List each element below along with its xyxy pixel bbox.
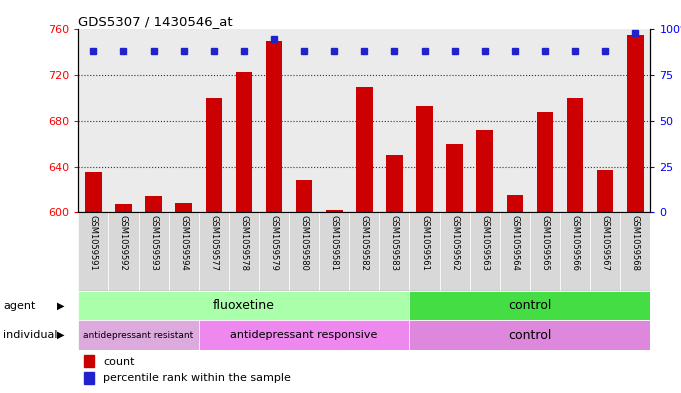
Bar bbox=[379, 212, 409, 291]
Text: GDS5307 / 1430546_at: GDS5307 / 1430546_at bbox=[78, 15, 233, 28]
Text: percentile rank within the sample: percentile rank within the sample bbox=[103, 373, 291, 383]
Text: control: control bbox=[508, 299, 552, 312]
Bar bbox=[440, 29, 470, 212]
Bar bbox=[169, 212, 199, 291]
Bar bbox=[470, 29, 500, 212]
Text: GSM1059561: GSM1059561 bbox=[420, 215, 429, 270]
Bar bbox=[627, 35, 644, 212]
Bar bbox=[326, 210, 343, 212]
Bar bbox=[229, 212, 259, 291]
Text: antidepressant resistant: antidepressant resistant bbox=[83, 331, 193, 340]
Text: ▶: ▶ bbox=[57, 330, 64, 340]
Text: GSM1059581: GSM1059581 bbox=[330, 215, 338, 270]
Bar bbox=[236, 72, 252, 212]
Bar bbox=[530, 212, 560, 291]
Bar bbox=[620, 29, 650, 212]
Bar bbox=[590, 29, 620, 212]
Text: count: count bbox=[103, 356, 134, 367]
Bar bbox=[145, 196, 162, 212]
Bar bbox=[259, 29, 289, 212]
Bar bbox=[409, 320, 650, 350]
Bar bbox=[319, 212, 349, 291]
Bar bbox=[108, 212, 138, 291]
Text: GSM1059583: GSM1059583 bbox=[390, 215, 399, 270]
Bar bbox=[349, 212, 379, 291]
Bar bbox=[409, 212, 440, 291]
Bar bbox=[597, 170, 614, 212]
Bar bbox=[85, 172, 101, 212]
Text: GSM1059567: GSM1059567 bbox=[601, 215, 609, 270]
Bar bbox=[259, 212, 289, 291]
Bar bbox=[567, 98, 584, 212]
Bar bbox=[176, 203, 192, 212]
Bar bbox=[560, 29, 590, 212]
Text: GSM1059566: GSM1059566 bbox=[571, 215, 580, 270]
Bar bbox=[199, 320, 409, 350]
Bar bbox=[289, 212, 319, 291]
Bar bbox=[78, 320, 199, 350]
Text: GSM1059592: GSM1059592 bbox=[119, 215, 128, 270]
Text: GSM1059568: GSM1059568 bbox=[631, 215, 640, 270]
Bar bbox=[477, 130, 493, 212]
Bar bbox=[409, 29, 440, 212]
Text: antidepressant responsive: antidepressant responsive bbox=[230, 330, 378, 340]
Bar bbox=[199, 212, 229, 291]
Bar bbox=[560, 212, 590, 291]
Bar bbox=[206, 98, 222, 212]
Bar bbox=[266, 41, 283, 212]
Bar bbox=[379, 29, 409, 212]
Text: GSM1059591: GSM1059591 bbox=[89, 215, 98, 270]
Text: agent: agent bbox=[3, 301, 36, 310]
Bar bbox=[530, 29, 560, 212]
Bar bbox=[115, 204, 131, 212]
Bar bbox=[440, 212, 470, 291]
Bar bbox=[507, 195, 523, 212]
Bar bbox=[319, 29, 349, 212]
Text: GSM1059580: GSM1059580 bbox=[300, 215, 308, 270]
Bar bbox=[356, 86, 373, 212]
Bar bbox=[500, 29, 530, 212]
Text: GSM1059594: GSM1059594 bbox=[179, 215, 188, 270]
Bar bbox=[169, 29, 199, 212]
Bar bbox=[84, 372, 95, 384]
Text: GSM1059577: GSM1059577 bbox=[209, 215, 219, 270]
Text: GSM1059593: GSM1059593 bbox=[149, 215, 158, 270]
Bar bbox=[289, 29, 319, 212]
Text: GSM1059564: GSM1059564 bbox=[510, 215, 520, 270]
Bar bbox=[138, 29, 169, 212]
Text: GSM1059565: GSM1059565 bbox=[541, 215, 550, 270]
Bar bbox=[620, 212, 650, 291]
Bar bbox=[108, 29, 138, 212]
Bar bbox=[296, 180, 313, 212]
Text: GSM1059562: GSM1059562 bbox=[450, 215, 459, 270]
Bar bbox=[470, 212, 500, 291]
Text: GSM1059579: GSM1059579 bbox=[270, 215, 279, 270]
Text: GSM1059582: GSM1059582 bbox=[360, 215, 369, 270]
Bar bbox=[78, 291, 409, 320]
Bar bbox=[416, 106, 433, 212]
Text: control: control bbox=[508, 329, 552, 342]
Bar bbox=[84, 355, 95, 367]
Bar bbox=[590, 212, 620, 291]
Bar bbox=[386, 155, 402, 212]
Text: individual: individual bbox=[3, 330, 58, 340]
Bar bbox=[199, 29, 229, 212]
Text: GSM1059578: GSM1059578 bbox=[240, 215, 249, 270]
Bar bbox=[500, 212, 530, 291]
Bar bbox=[78, 29, 108, 212]
Bar bbox=[446, 144, 463, 212]
Text: fluoxetine: fluoxetine bbox=[213, 299, 275, 312]
Bar bbox=[537, 112, 553, 212]
Bar bbox=[349, 29, 379, 212]
Text: ▶: ▶ bbox=[57, 301, 64, 310]
Bar bbox=[78, 212, 108, 291]
Bar bbox=[409, 291, 650, 320]
Text: GSM1059563: GSM1059563 bbox=[480, 215, 489, 270]
Bar bbox=[229, 29, 259, 212]
Bar bbox=[138, 212, 169, 291]
